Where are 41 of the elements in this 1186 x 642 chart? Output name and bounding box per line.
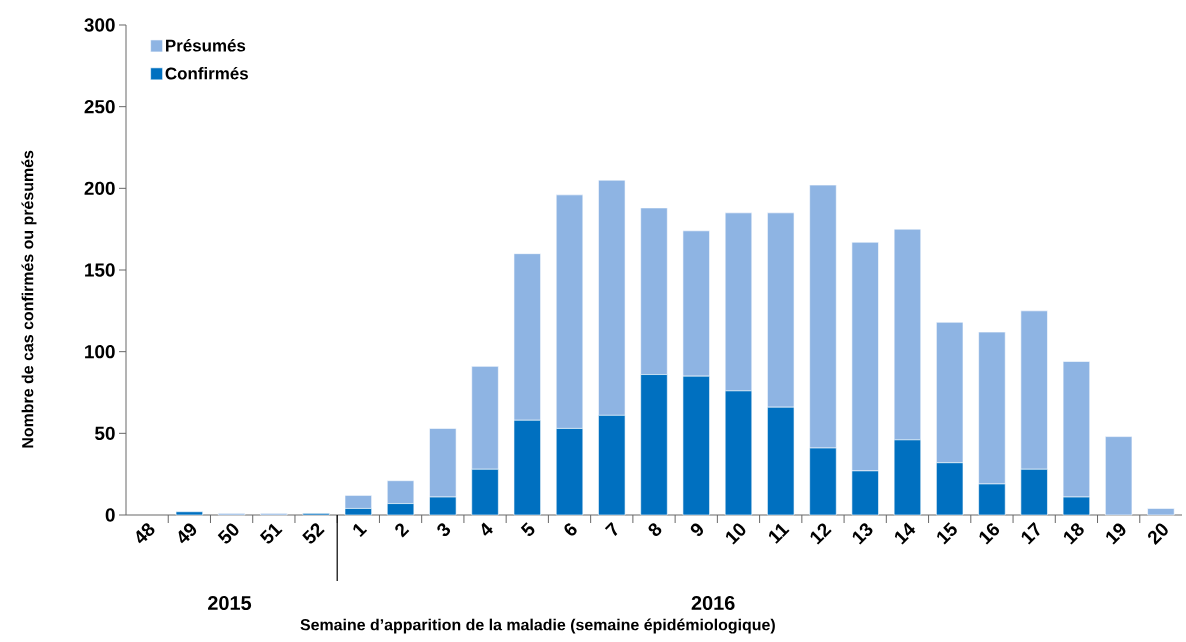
x-tick-label: 50 [217,523,239,544]
x-tick-label: 9 [690,523,704,536]
x-tick-label: 14 [894,522,916,545]
legend-label: Confirmés [165,66,248,80]
x-tick-label: 10 [725,523,746,545]
x-tick-label: 15 [937,522,957,545]
y-tick-label: 200 [84,181,115,196]
bar [1147,508,1175,516]
y-axis-title: Nombre de cas confirmés ou présumés [21,150,37,448]
text: 2015 [208,595,252,611]
y-tick-label: 50 [95,426,115,441]
x-tick-label: 19 [1106,523,1126,545]
x-axis-title: Semaine d’apparition de la maladie (semaine épidémiologique) [300,618,775,634]
x-tick-label: 11 [768,523,790,544]
x-tick-label: 48 [136,523,155,544]
x-tick-label: 49 [178,523,197,544]
x-tick-label: 4 [481,522,493,536]
bar [175,511,203,516]
x-tick-label: 16 [979,523,1000,545]
x-tick-label: 2 [395,523,410,538]
y-tick-label: 250 [84,99,115,114]
y-tick-label: 0 [105,508,115,522]
x-tick-label: 8 [648,523,662,537]
x-tick-label: 6 [564,523,577,536]
y-tick-label: 100 [85,344,115,359]
y-tick-label: 300 [84,18,115,32]
x-tick-label: 1 [353,523,368,538]
y-tick-label: 150 [85,263,115,277]
legend-label: Présumés [166,38,246,52]
x-tick-label: 3 [437,523,451,537]
x-tick-label: 18 [1063,523,1084,545]
x-tick-label: 13 [852,523,873,545]
x-tick-label: 20 [1148,523,1168,545]
bar [1105,436,1133,516]
x-tick-label: 17 [1021,521,1040,545]
x-tick-label: 12 [810,523,832,545]
x-tick-label: 52 [302,523,325,544]
text: 2016 [691,595,735,611]
x-tick-label: 7 [604,521,618,537]
x-tick-label: 51 [259,523,283,544]
x-tick-label: 5 [520,522,535,536]
